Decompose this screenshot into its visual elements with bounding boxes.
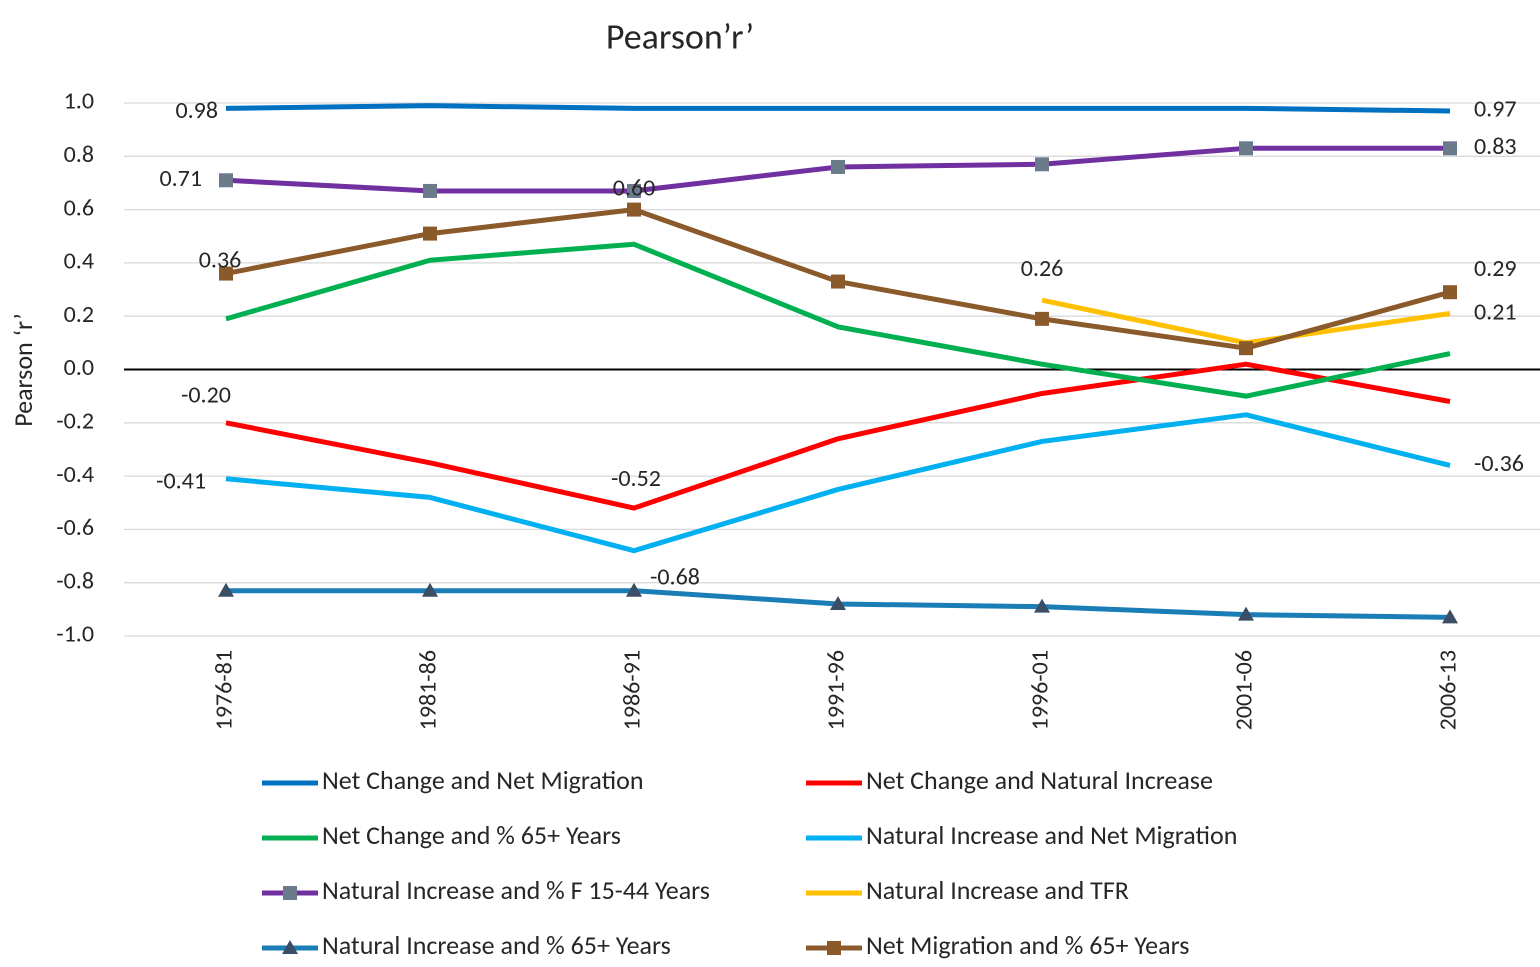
x-tick-label: 1981-86 bbox=[414, 650, 443, 730]
marker bbox=[627, 202, 641, 217]
y-tick-label: -0.8 bbox=[56, 566, 94, 595]
marker bbox=[1443, 141, 1457, 156]
x-tick-label: 1976-81 bbox=[210, 650, 239, 730]
data-label: 0.98 bbox=[175, 96, 218, 125]
marker bbox=[1239, 141, 1253, 156]
marker bbox=[423, 226, 437, 241]
y-tick-label: 1.0 bbox=[64, 87, 94, 116]
marker bbox=[626, 582, 642, 597]
chart-title: Pearson’r’ bbox=[606, 15, 754, 59]
marker bbox=[831, 274, 845, 289]
legend-label: Net Change and % 65+ Years bbox=[322, 819, 621, 851]
marker bbox=[627, 183, 641, 198]
marker bbox=[830, 596, 846, 611]
marker bbox=[1035, 311, 1049, 326]
legend-marker bbox=[827, 941, 841, 955]
y-tick-label: 0.4 bbox=[64, 247, 94, 276]
x-tick-label: 1996-01 bbox=[1026, 650, 1055, 730]
data-label: -0.52 bbox=[611, 464, 661, 493]
marker bbox=[1035, 157, 1049, 172]
marker bbox=[831, 159, 845, 174]
data-label: 0.36 bbox=[199, 245, 242, 274]
marker bbox=[1443, 285, 1457, 300]
series-line bbox=[225, 241, 1451, 399]
y-tick-label: -0.4 bbox=[56, 460, 94, 489]
data-label: 0.21 bbox=[1474, 297, 1517, 326]
data-label: 0.26 bbox=[1021, 254, 1064, 283]
legend-label: Natural Increase and Net Migration bbox=[866, 819, 1237, 851]
data-label: -0.68 bbox=[650, 562, 700, 591]
data-label: -0.41 bbox=[156, 466, 206, 495]
y-tick-label: 0.6 bbox=[64, 193, 94, 222]
legend-label: Net Change and Natural Increase bbox=[866, 764, 1213, 796]
marker bbox=[1442, 609, 1458, 624]
x-tick-label: 1986-91 bbox=[618, 650, 647, 730]
legend-label: Net Change and Net Migration bbox=[322, 764, 644, 796]
legend-label: Natural Increase and % 65+ Years bbox=[322, 929, 671, 961]
marker bbox=[219, 266, 233, 281]
legend-label: Natural Increase and TFR bbox=[866, 874, 1129, 906]
y-tick-label: -1.0 bbox=[56, 620, 94, 649]
data-label: 0.83 bbox=[1474, 132, 1517, 161]
legend-label: Natural Increase and % F 15-44 Years bbox=[322, 874, 710, 906]
data-label: 0.71 bbox=[159, 164, 202, 193]
y-axis-label: Pearson ‘r’ bbox=[7, 313, 39, 427]
marker bbox=[423, 183, 437, 198]
marker bbox=[1034, 598, 1050, 613]
marker bbox=[1239, 341, 1253, 356]
data-label: -0.36 bbox=[1474, 449, 1524, 478]
legend-marker bbox=[283, 886, 297, 900]
data-label: 0.60 bbox=[613, 173, 656, 202]
x-tick-label: 2001-06 bbox=[1230, 650, 1259, 730]
legend-marker bbox=[282, 940, 298, 954]
data-label: 0.97 bbox=[1474, 95, 1517, 124]
marker bbox=[218, 582, 234, 597]
x-tick-label: 2006-13 bbox=[1434, 650, 1463, 730]
y-tick-label: 0.0 bbox=[64, 353, 94, 382]
y-tick-label: 0.2 bbox=[64, 300, 94, 329]
y-tick-label: -0.6 bbox=[56, 513, 94, 542]
marker bbox=[1238, 606, 1254, 621]
legend-label: Net Migration and % 65+ Years bbox=[866, 929, 1189, 961]
series-line bbox=[225, 103, 1451, 114]
series-line bbox=[225, 361, 1451, 511]
data-label: 0.29 bbox=[1474, 254, 1517, 283]
x-tick-label: 1991-96 bbox=[822, 650, 851, 730]
series-line bbox=[225, 412, 1451, 554]
marker bbox=[219, 173, 233, 188]
y-tick-label: -0.2 bbox=[56, 407, 94, 436]
marker bbox=[422, 582, 438, 597]
data-label: -0.20 bbox=[181, 381, 231, 410]
y-tick-label: 0.8 bbox=[64, 140, 94, 169]
